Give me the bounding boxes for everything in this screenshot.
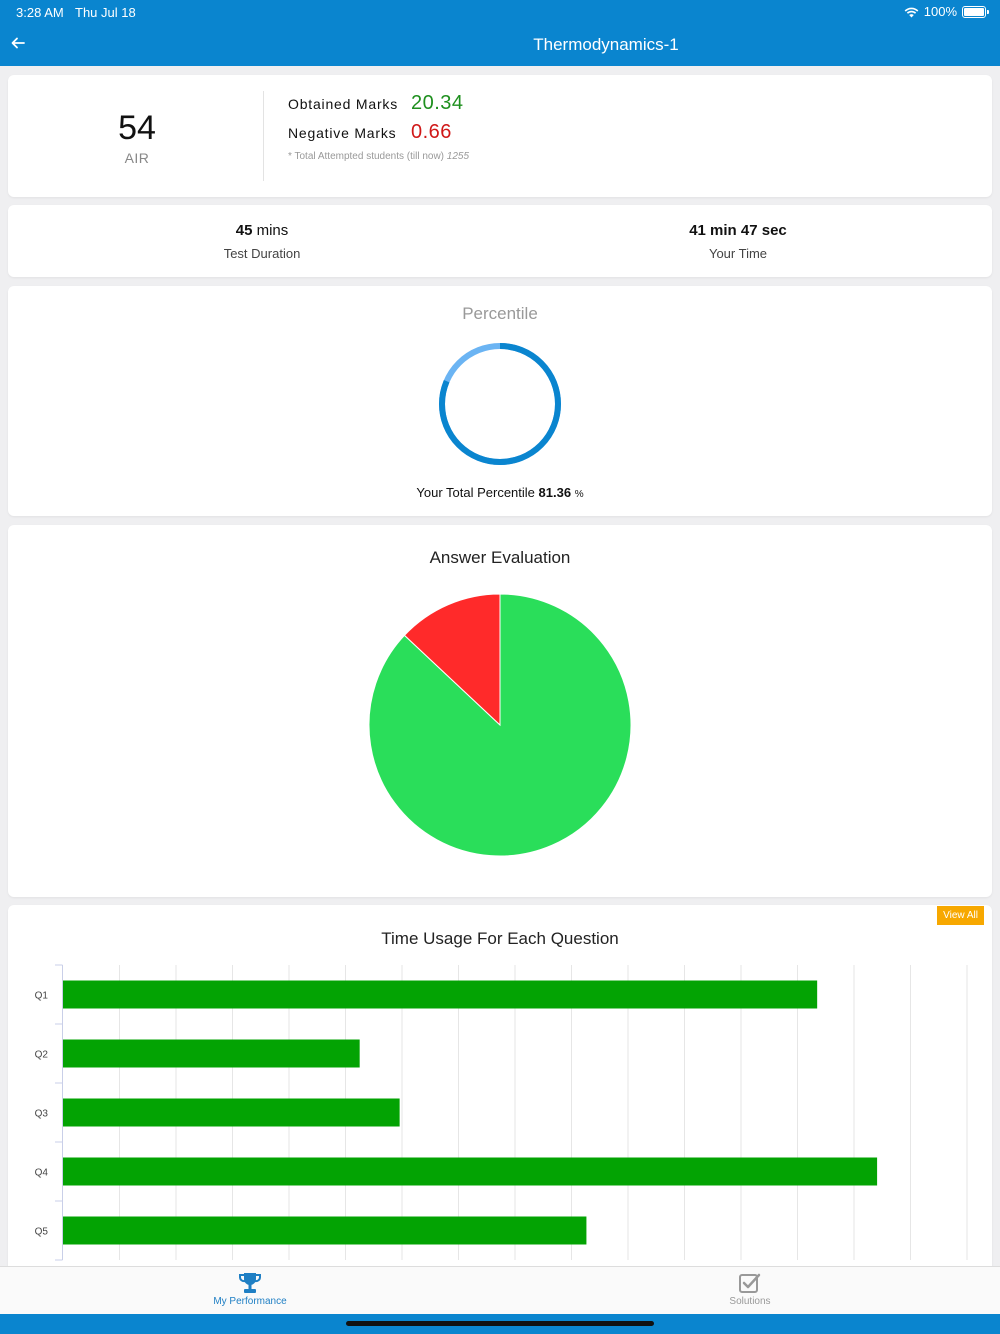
arrow-left-icon <box>11 37 25 49</box>
negative-marks-label: Negative Marks <box>288 125 397 141</box>
time-usage-card: View All Time Usage For Each Question Q1… <box>8 905 992 1275</box>
percentile-value: 81.36 <box>538 485 572 500</box>
attempted-note: * Total Attempted students (till now) 12… <box>288 151 469 162</box>
percentile-text: Your Total Percentile 81.36 % <box>8 485 992 500</box>
attempted-note-text: * Total Attempted students (till now) <box>288 151 445 162</box>
answer-evaluation-pie-chart <box>368 593 632 857</box>
bar-q1 <box>63 980 818 1009</box>
status-date: Thu Jul 18 <box>75 5 136 20</box>
tab-solutions[interactable]: Solutions <box>500 1267 1000 1315</box>
home-indicator[interactable] <box>346 1321 654 1326</box>
tab-my-performance[interactable]: My Performance <box>0 1267 500 1315</box>
test-duration-block: 45 mins Test Duration <box>8 222 516 261</box>
battery-icon <box>962 5 989 18</box>
obtained-marks-row: Obtained Marks 20.34 <box>288 92 464 115</box>
rank-value: 54 <box>118 109 156 147</box>
bottom-strip <box>0 1314 1000 1334</box>
tab-solutions-label: Solutions <box>729 1296 771 1307</box>
back-button[interactable] <box>8 34 28 54</box>
top-bar: 3:28 AM Thu Jul 18 100% Thermodynamics-1 <box>0 0 1000 66</box>
bar-q4 <box>63 1157 878 1186</box>
trophy-icon <box>239 1273 261 1293</box>
answer-evaluation-title: Answer Evaluation <box>429 548 571 567</box>
test-duration-number: 45 <box>235 222 253 239</box>
bar-q3 <box>63 1098 400 1127</box>
negative-marks-row: Negative Marks 0.66 <box>288 121 452 144</box>
percentile-title: Percentile <box>462 304 538 323</box>
your-time-block: 41 min 47 sec Your Time <box>500 222 976 261</box>
test-duration-label: Test Duration <box>223 246 301 261</box>
percentile-card: Percentile Your Total Percentile 81.36 % <box>8 286 992 516</box>
battery-percent: 100% <box>923 4 957 19</box>
test-duration-value: 45 mins <box>8 222 516 239</box>
duration-card: 45 mins Test Duration 41 min 47 sec Your… <box>8 205 992 277</box>
time-usage-title: Time Usage For Each Question <box>381 929 619 948</box>
your-time-text: 41 min 47 sec <box>689 222 787 239</box>
negative-marks-value: 0.66 <box>411 121 452 143</box>
percentile-ring <box>439 343 561 465</box>
score-card: 54 AIR Obtained Marks 20.34 Negative Mar… <box>8 75 992 197</box>
rank-label: AIR <box>124 150 150 166</box>
y-tick-label: Q2 <box>35 1050 49 1061</box>
your-time-value: 41 min 47 sec <box>500 222 976 239</box>
bar-q2 <box>63 1039 360 1068</box>
bar-q5 <box>63 1216 587 1245</box>
y-tick-label: Q1 <box>35 991 49 1002</box>
status-right: 100% <box>904 4 989 19</box>
attempted-count: 1255 <box>446 151 470 162</box>
obtained-marks-value: 20.34 <box>411 92 464 114</box>
y-tick-label: Q4 <box>35 1168 49 1179</box>
obtained-marks-label: Obtained Marks <box>288 96 399 112</box>
test-duration-unit: mins <box>256 222 289 239</box>
tab-my-performance-label: My Performance <box>213 1296 287 1307</box>
percentile-ring-fill <box>439 343 561 465</box>
time-usage-bar-chart: Q1 Q2 Q3 Q4 Q5 <box>35 964 968 1261</box>
y-tick-label: Q5 <box>35 1227 49 1238</box>
tab-bar: My Performance Solutions <box>0 1266 1000 1314</box>
divider <box>263 91 264 181</box>
percentile-unit: % <box>574 489 584 500</box>
answer-evaluation-card: Answer Evaluation <box>8 525 992 897</box>
wifi-icon <box>904 7 919 17</box>
y-tick-label: Q3 <box>35 1109 49 1120</box>
page-title: Thermodynamics-1 <box>533 35 679 54</box>
your-time-label: Your Time <box>708 246 768 261</box>
status-time: 3:28 AM <box>16 5 64 20</box>
checkbox-icon <box>739 1273 761 1293</box>
percentile-text-label: Your Total Percentile <box>416 485 535 500</box>
view-all-button[interactable]: View All <box>937 906 984 925</box>
pie-slice-1 <box>403 593 501 727</box>
